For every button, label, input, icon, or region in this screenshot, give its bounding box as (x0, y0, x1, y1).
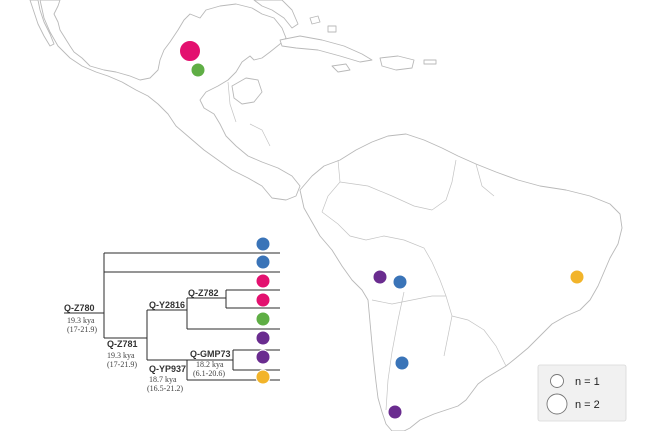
node-age: 18.2 kya (196, 360, 224, 369)
node-range: (17-21.9) (67, 325, 97, 334)
node-name: Q-Z781 (107, 339, 138, 349)
node-name: Q-GMP73 (190, 349, 231, 359)
node-age: 19.3 kya (107, 351, 135, 360)
sample-marker-yellow (569, 269, 585, 285)
node-name: Q-YP937 (149, 364, 186, 374)
border-line (451, 315, 507, 367)
node-range: (17-21.9) (107, 360, 137, 369)
landmass-layer (29, 0, 623, 431)
baja-california (29, 0, 55, 47)
node-range: (6.1-20.6) (193, 369, 225, 378)
puerto-rico-island (423, 59, 437, 65)
legend-large-label: n = 2 (575, 399, 600, 411)
legend-small-label: n = 1 (575, 376, 600, 388)
north-america-landmass (39, 0, 301, 201)
yucatan-peninsula (231, 77, 263, 105)
tip-marker (255, 330, 271, 346)
node-name: Q-Y2816 (149, 300, 185, 310)
border-line (227, 81, 237, 123)
node-age: 18.7 kya (149, 375, 177, 384)
node-range: (16.5-21.2) (147, 384, 183, 393)
node-name: Q-Z780 (64, 303, 95, 313)
border-line (385, 291, 405, 411)
tip-marker (255, 311, 271, 327)
border-line (321, 211, 367, 241)
sample-marker-purple (387, 404, 403, 420)
tip-marker (255, 273, 271, 289)
node-age: 19.3 kya (67, 316, 95, 325)
sample-marker-purple (372, 269, 388, 285)
sample-marker-magenta (179, 40, 201, 62)
legend-small-circle (550, 374, 564, 388)
sample-marker-blue (392, 274, 408, 290)
country-borders (227, 81, 507, 411)
tip-marker (255, 254, 271, 270)
jamaica-island (331, 63, 351, 73)
border-line (475, 163, 495, 197)
border-line (431, 159, 457, 211)
border-line (249, 123, 271, 147)
sample-marker-green (190, 62, 206, 78)
legend-large-circle (546, 393, 568, 415)
tip-marker (255, 292, 271, 308)
bahamas-islands (309, 15, 337, 33)
florida-peninsula (253, 0, 299, 29)
tip-marker (255, 349, 271, 365)
tip-marker (255, 236, 271, 252)
border-line (431, 261, 453, 317)
phylogenetic-tree: Q-Z780 19.3 kya (17-21.9) Q-Z781 19.3 ky… (64, 252, 280, 393)
tree-tips (255, 236, 271, 385)
cuba-island (279, 35, 373, 63)
sample-marker-blue (394, 355, 410, 371)
sample-markers (179, 40, 585, 420)
border-line (339, 181, 433, 211)
legend: n = 1 n = 2 (537, 364, 627, 422)
border-line (443, 315, 453, 357)
tip-marker (255, 369, 271, 385)
hispaniola-island (379, 55, 415, 71)
border-line (321, 159, 341, 213)
south-america-landmass (299, 133, 623, 431)
border-line (371, 295, 446, 305)
node-name: Q-Z782 (188, 288, 219, 298)
border-line (365, 235, 433, 263)
